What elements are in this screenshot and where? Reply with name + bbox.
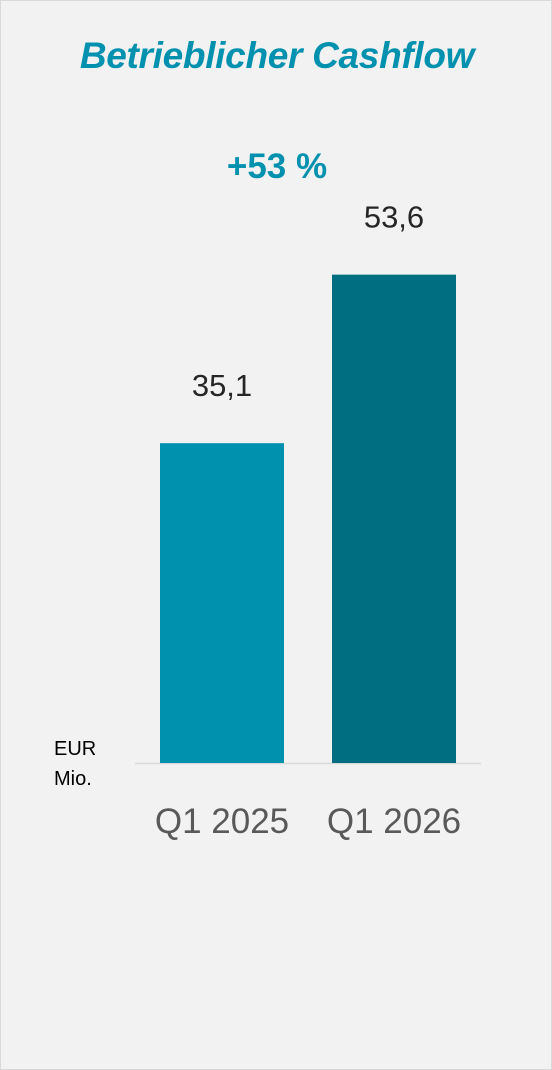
bar-q1-2026 [332,274,456,763]
data-label: 35,1 [192,368,252,403]
x-tick-label: Q1 2026 [327,802,461,841]
bar-q1-2025 [160,443,284,763]
unit-label-scale: Mio. [54,768,92,790]
unit-label-currency: EUR [54,738,97,760]
growth-percentage: +53 % [226,147,328,186]
x-tick-label: Q1 2025 [155,802,289,841]
chart-title: Betrieblicher Cashflow [79,35,475,76]
unit-label: EUR Mio. [54,734,96,794]
data-label: 53,6 [364,200,424,235]
